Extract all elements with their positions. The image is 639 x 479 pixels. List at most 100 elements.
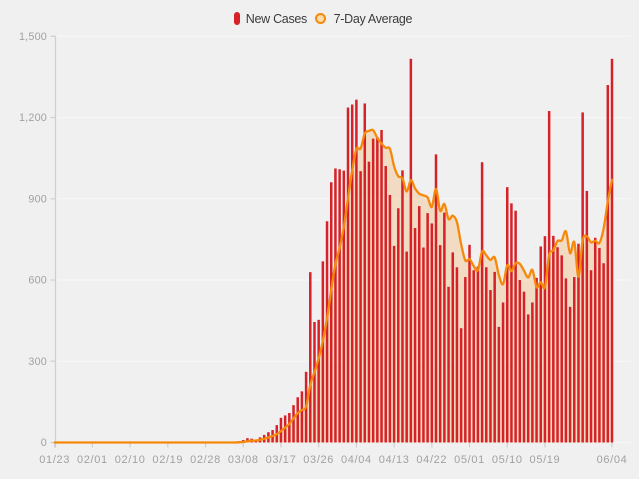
bar-05-30 [589, 270, 593, 443]
bar-03-31 [338, 169, 341, 443]
bar-04-05 [359, 171, 362, 443]
x-tick-label-06-04: 06/04 [597, 454, 628, 466]
bar-04-09 [376, 137, 379, 443]
bar-05-17 [535, 277, 538, 443]
bar-04-06 [363, 103, 367, 443]
bar-04-28 [455, 267, 459, 443]
bar-05-18 [539, 246, 543, 443]
bar-05-16 [531, 302, 534, 443]
bar-03-26 [317, 319, 320, 443]
bar-05-09 [501, 302, 505, 443]
bar-05-26 [573, 277, 576, 443]
bar-05-08 [497, 326, 501, 443]
bar-05-14 [522, 291, 526, 443]
bar-04-30 [464, 277, 467, 443]
x-tick-label-02-01: 02/01 [77, 454, 108, 466]
bar-03-28 [325, 221, 329, 443]
bar-04-10 [380, 130, 383, 443]
bar-03-27 [321, 261, 325, 443]
bar-04-29 [459, 328, 463, 443]
legend-label-new-cases: New Cases [245, 11, 308, 26]
bar-05-04 [480, 162, 484, 443]
bar-04-18 [413, 228, 417, 443]
bar-05-28 [581, 112, 584, 443]
bar-05-06 [489, 290, 492, 443]
bar-05-21 [552, 235, 555, 443]
y-tick-label-300: 300 [28, 356, 47, 368]
bar-03-19 [288, 412, 291, 443]
bar-04-27 [451, 252, 455, 443]
bar-04-25 [443, 212, 446, 443]
bar-03-20 [292, 405, 295, 443]
bar-04-24 [438, 245, 442, 443]
bar-06-02 [602, 263, 605, 443]
bar-04-21 [426, 213, 429, 443]
bar-04-22 [430, 223, 434, 443]
bar-04-01 [342, 170, 346, 443]
orange-ring-icon [314, 12, 326, 25]
x-tick-label-01-23: 01/23 [39, 454, 70, 466]
bar-05-20 [547, 111, 551, 443]
bar-05-02 [472, 270, 475, 443]
bar-03-21 [296, 397, 299, 443]
bar-04-26 [447, 286, 450, 443]
bar-04-07 [367, 161, 371, 443]
bar-05-01 [468, 244, 471, 443]
bar-05-10 [505, 187, 509, 443]
x-tick-label-04-22: 04/22 [416, 454, 447, 466]
bar-04-17 [409, 58, 413, 443]
bar-04-04 [355, 99, 358, 443]
chart-legend: New Cases 7-Day Average [233, 11, 412, 26]
bar-05-15 [526, 314, 530, 443]
x-tick-label-04-13: 04/13 [379, 454, 410, 466]
bar-03-25 [313, 321, 316, 443]
bar-04-14 [397, 208, 400, 443]
bar-04-16 [405, 251, 408, 443]
bar-04-19 [417, 206, 421, 443]
bar-04-11 [384, 166, 387, 443]
x-tick-label-03-17: 03/17 [266, 454, 297, 466]
x-tick-label-02-10: 02/10 [115, 454, 146, 466]
x-tick-label-03-26: 03/26 [303, 454, 334, 466]
bar-04-08 [371, 138, 375, 443]
legend-item-new-cases[interactable]: New Cases [233, 11, 308, 26]
x-tick-label-02-28: 02/28 [190, 454, 221, 466]
y-tick-label-1200: 1,200 [19, 112, 47, 124]
bar-05-05 [485, 267, 488, 443]
bar-04-15 [401, 170, 404, 443]
bar-05-11 [510, 203, 513, 443]
bar-06-04 [610, 58, 614, 443]
x-tick-label-02-19: 02/19 [152, 454, 183, 466]
bar-03-22 [300, 391, 304, 443]
bar-04-02 [346, 107, 350, 443]
bar-05-31 [593, 237, 597, 443]
x-tick-label-05-10: 05/10 [492, 454, 523, 466]
y-tick-label-600: 600 [28, 275, 47, 287]
y-tick-label-1500: 1,500 [19, 31, 47, 43]
bar-05-13 [518, 280, 522, 443]
bar-03-29 [329, 182, 333, 443]
avg-line [53, 128, 614, 444]
bar-06-03 [606, 85, 610, 443]
bar-05-23 [560, 255, 563, 443]
x-tick-label-05-19: 05/19 [530, 454, 561, 466]
x-tick-label-03-08: 03/08 [228, 454, 259, 466]
x-tick-label-05-01: 05/01 [454, 454, 485, 466]
bar-05-03 [476, 266, 480, 443]
y-tick-label-900: 900 [28, 193, 47, 205]
bar-04-12 [388, 194, 392, 443]
bar-05-25 [568, 306, 572, 443]
legend-item-7-day-average[interactable]: 7-Day Average [307, 12, 412, 26]
bar-05-19 [543, 236, 547, 443]
bar-05-29 [585, 190, 589, 443]
bar-04-13 [392, 245, 396, 443]
red-pill-icon [233, 12, 240, 25]
y-tick-label-0: 0 [41, 437, 47, 449]
bar-05-07 [493, 271, 496, 443]
bar-04-23 [434, 154, 438, 443]
bar-05-24 [564, 278, 568, 443]
bar-05-12 [514, 210, 517, 443]
bar-03-30 [334, 168, 337, 443]
